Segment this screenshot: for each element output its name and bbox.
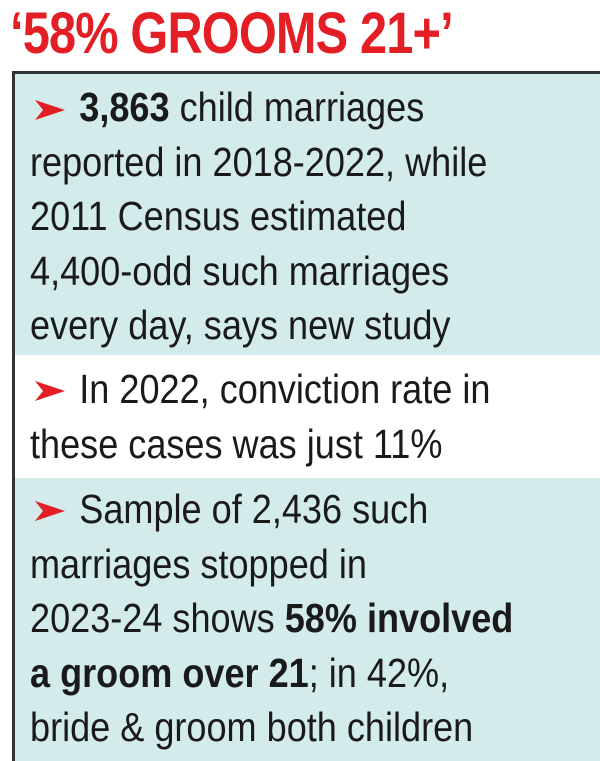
text-run: bride & groom both children — [30, 704, 474, 750]
bold-text: 3,863 — [79, 84, 170, 130]
frame — [12, 71, 600, 761]
text-run: child marriages — [169, 84, 425, 130]
text-line: these cases was just 11% — [30, 417, 490, 472]
text-line: bride & groom both children — [30, 700, 513, 755]
text-line: 2023-24 shows 58% involved — [30, 591, 513, 646]
text-run: 2023-24 shows — [30, 595, 285, 641]
text-run: every day, says new study — [30, 302, 451, 348]
bullet-arrow — [35, 501, 65, 521]
bullet-arrow — [35, 381, 65, 401]
bullet-arrow — [35, 100, 65, 120]
fact-box: 3,863 child marriages reported in 2018-20… — [15, 74, 600, 355]
text-line: reported in 2018-2022, while — [30, 135, 487, 190]
fact-box: In 2022, conviction rate in these cases w… — [15, 358, 600, 475]
text-run: these cases was just 11% — [30, 420, 443, 467]
fact-text: 3,863 child marriages reported in 2018-20… — [30, 80, 550, 353]
text-run: Sample of 2,436 such — [79, 486, 429, 532]
text-line: 4,400-odd such marriages — [30, 244, 487, 299]
bold-text: 58% involved — [284, 595, 514, 641]
fact-text: Sample of 2,436 such marriages stopped in… — [30, 482, 579, 755]
headline: ‘58% GROOMS 21+’ — [10, 1, 454, 66]
text-line: marriages stopped in — [30, 537, 513, 592]
text-line: Sample of 2,436 such — [30, 482, 513, 537]
fact-text: In 2022, conviction rate in these cases w… — [30, 362, 553, 471]
text-run: In 2022, conviction rate in — [79, 366, 491, 412]
text-run: 2011 Census estimated — [30, 193, 407, 239]
text-run: 4,400-odd such marriages — [30, 247, 450, 294]
text-line: 3,863 child marriages — [30, 80, 487, 135]
bold-text: a groom over 21 — [30, 649, 309, 696]
text-run: marriages stopped in — [30, 540, 367, 587]
text-run: ; in 42%, — [308, 649, 450, 696]
text-line: every day, says new study — [30, 298, 487, 353]
text-line: a groom over 21; in 42%, — [30, 646, 513, 701]
fact-box: Sample of 2,436 such marriages stopped in… — [15, 478, 600, 761]
text-line: 2011 Census estimated — [30, 189, 487, 244]
text-run: reported in 2018-2022, while — [30, 138, 488, 185]
text-line: In 2022, conviction rate in — [30, 362, 490, 417]
